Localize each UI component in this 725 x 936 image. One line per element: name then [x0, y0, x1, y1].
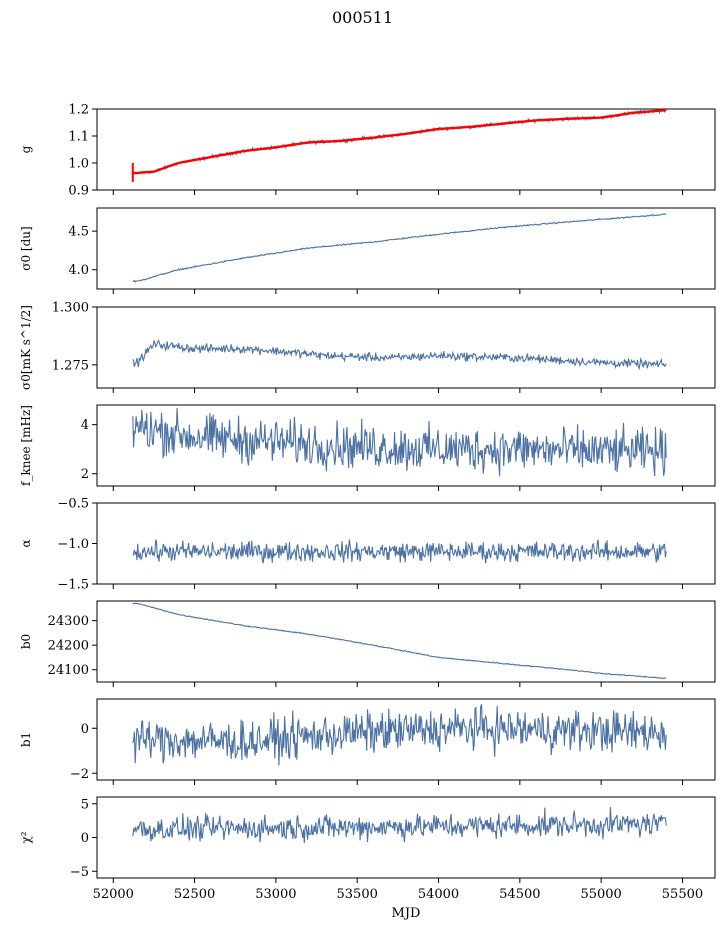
panel-frame — [96, 404, 716, 487]
y-tick-label: 4 — [81, 418, 89, 433]
y-axis-label: α — [19, 539, 33, 547]
fit-line — [132, 108, 667, 175]
y-tick-label: 24200 — [48, 639, 89, 654]
series-line — [132, 407, 667, 477]
y-tick-label: 4.0 — [68, 263, 89, 278]
y-axis-label: b0 — [19, 634, 33, 649]
y-tick-label: 2 — [81, 467, 89, 482]
series-line — [132, 539, 667, 564]
panel-frame — [96, 502, 716, 585]
y-tick-label: 0.9 — [68, 184, 89, 199]
figure-title: 000511 — [331, 8, 394, 27]
y-axis-label: b1 — [19, 732, 33, 747]
y-tick-label: −0.5 — [57, 497, 89, 512]
x-tick-label: 54000 — [418, 887, 459, 902]
series-line — [132, 806, 667, 844]
y-axis-label: σ0 [du] — [19, 226, 33, 270]
series-line — [132, 339, 667, 371]
y-tick-label: 4.5 — [68, 225, 89, 240]
y-tick-label: 24300 — [48, 614, 89, 629]
y-tick-label: 1.300 — [52, 301, 89, 316]
panel-frame — [96, 600, 716, 683]
y-axis-label: g — [19, 145, 33, 153]
panel-frame — [96, 207, 716, 290]
y-tick-label: −2 — [70, 767, 89, 782]
panel-frame — [96, 108, 716, 191]
y-tick-label: 24100 — [48, 663, 89, 678]
x-tick-label: 53000 — [255, 887, 296, 902]
series-line — [132, 602, 667, 679]
x-tick-label: 54500 — [499, 887, 540, 902]
y-axis-label: f_knee [mHz] — [19, 405, 33, 486]
x-axis-label: MJD — [392, 906, 421, 921]
panel-frame — [96, 698, 716, 781]
panel-frame — [96, 306, 716, 389]
y-tick-label: −1.5 — [57, 578, 89, 593]
y-tick-label: 5 — [81, 797, 89, 812]
x-tick-label: 55000 — [580, 887, 621, 902]
y-tick-label: 1.275 — [52, 358, 89, 373]
x-tick-label: 55500 — [662, 887, 703, 902]
y-axis-label: σ0[mK s^1/2] — [19, 305, 33, 390]
y-tick-label: 0 — [81, 831, 89, 846]
y-tick-label: 0 — [81, 722, 89, 737]
series-line — [132, 704, 667, 766]
x-tick-label: 52000 — [93, 887, 134, 902]
y-tick-label: −5 — [70, 865, 89, 880]
y-tick-label: 1.2 — [68, 103, 89, 118]
x-tick-label: 52500 — [174, 887, 215, 902]
y-tick-label: 1.1 — [68, 130, 89, 145]
y-tick-label: −1.0 — [57, 537, 89, 552]
series-line — [132, 213, 667, 283]
x-tick-label: 53500 — [337, 887, 378, 902]
y-tick-label: 1.0 — [68, 157, 89, 172]
y-axis-label: χ² — [19, 831, 33, 843]
